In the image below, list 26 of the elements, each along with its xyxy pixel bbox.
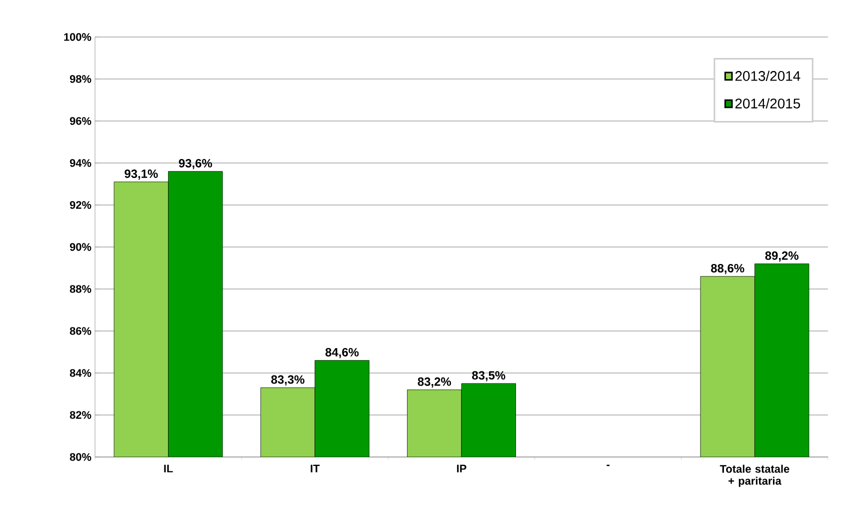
data-label: 88,6%: [711, 264, 744, 274]
x-tick-label: IL: [164, 464, 173, 472]
data-label: 93,6%: [178, 159, 212, 170]
y-tick-label: 94%: [70, 159, 92, 167]
y-tick-label: 90%: [70, 243, 92, 251]
data-label: 83,5%: [472, 371, 506, 382]
data-label: 83,3%: [271, 375, 304, 386]
y-tick-label: 84%: [70, 369, 92, 377]
x-tick-label: IT: [310, 464, 320, 472]
y-tick-label: 100%: [64, 33, 92, 41]
legend-label: 2013/2014: [735, 70, 800, 81]
y-tick-label: 88%: [70, 285, 92, 293]
data-label: 83,2%: [418, 377, 452, 388]
x-tick-label: -: [606, 464, 610, 466]
y-tick-label: 86%: [70, 327, 92, 335]
y-tick-label: 98%: [70, 75, 92, 83]
y-tick-label: 82%: [70, 411, 92, 419]
y-tick-label: 96%: [70, 117, 92, 125]
x-tick-label: Totale statale + paritaria: [720, 464, 790, 487]
y-tick-label: 92%: [70, 201, 92, 209]
data-label: 89,2%: [765, 251, 798, 262]
legend-label: 2014/2015: [735, 98, 800, 108]
y-tick-label: 80%: [70, 453, 92, 461]
x-tick-label: IP: [457, 464, 466, 472]
data-label: 93,1%: [124, 170, 158, 180]
data-label: 84,6%: [325, 348, 359, 358]
